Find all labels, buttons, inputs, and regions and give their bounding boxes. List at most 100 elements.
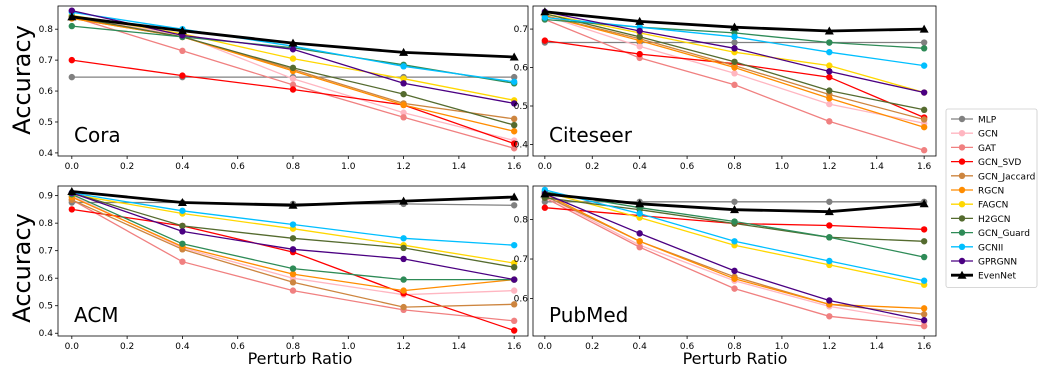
legend-marker	[958, 144, 966, 151]
x-tick-label: 1.4	[452, 342, 467, 352]
data-point	[400, 75, 407, 82]
data-point	[920, 89, 928, 96]
y-tick-label: 0.6	[39, 87, 54, 97]
data-point	[731, 218, 738, 225]
data-point	[826, 100, 833, 108]
data-point	[289, 55, 297, 62]
data-point	[289, 64, 297, 72]
legend-item: FAGCN	[951, 201, 1008, 211]
data-point	[920, 106, 928, 114]
x-tick-label: 0.2	[585, 162, 599, 172]
y-tick-label: 0.7	[39, 247, 53, 257]
data-point	[400, 109, 407, 116]
data-point	[730, 205, 739, 214]
data-point	[400, 80, 407, 87]
x-tick-label: 0.2	[120, 342, 134, 352]
x-tick-label: 1.4	[452, 162, 467, 172]
y-tick-label: 0.7	[514, 25, 528, 35]
panel-title: Citeseer	[549, 123, 633, 147]
x-tick-label: 0.8	[727, 162, 742, 172]
data-point	[826, 48, 833, 56]
data-point	[179, 240, 186, 247]
data-point	[920, 317, 928, 324]
data-point	[289, 279, 297, 286]
data-point	[289, 287, 297, 294]
panel-title: PubMed	[549, 303, 628, 327]
x-tick-label: 1.6	[507, 162, 522, 172]
data-point	[826, 62, 833, 69]
y-tick-label: 0.4	[514, 140, 529, 150]
data-point	[920, 305, 928, 312]
data-point	[179, 228, 186, 235]
x-tick-label: 0.8	[727, 342, 742, 352]
data-point	[636, 50, 643, 58]
data-point	[826, 198, 833, 205]
data-point	[636, 210, 643, 217]
chart-panel: 0.0 0.2 0.4 0.6 0.8 1.0 1.2 1.4 1.6 0.4 0.5 0.6 0.7 0…	[39, 5, 529, 172]
data-point	[289, 235, 297, 242]
data-point	[636, 33, 643, 40]
x-tick-label: 1.6	[917, 342, 932, 352]
data-point	[510, 241, 518, 249]
panel-title: ACM	[74, 303, 119, 327]
x-tick-label: 0.2	[585, 342, 599, 352]
data-point	[824, 26, 834, 35]
y-axis-label-bottom: Accuracy	[8, 213, 36, 323]
data-point	[510, 145, 518, 152]
series-evennet	[67, 187, 519, 209]
data-point	[920, 277, 928, 284]
chart-panel: 0.0 0.2 0.4 0.6 0.8 1.0 1.2 1.4 1.6 0.4 0.5 0.6 0.7 C…	[514, 5, 937, 172]
data-point	[177, 198, 187, 207]
data-point	[920, 116, 928, 123]
legend-label: GAT	[978, 144, 996, 154]
legend-marker	[958, 158, 966, 165]
x-tick-label: 1.4	[870, 162, 885, 172]
legend-marker	[958, 186, 966, 194]
x-tick-label: 0.4	[633, 162, 648, 172]
data-point	[920, 238, 928, 245]
x-tick-label: 0.6	[231, 342, 246, 352]
x-tick-label: 1.4	[870, 342, 885, 352]
data-point	[68, 73, 76, 81]
data-point	[510, 327, 518, 334]
data-point	[731, 285, 738, 292]
data-point	[510, 287, 518, 294]
data-point	[179, 72, 186, 79]
series-gcn-svd	[68, 56, 518, 147]
y-tick-label: 0.9	[39, 192, 54, 202]
data-point	[731, 45, 738, 52]
data-point	[731, 267, 738, 275]
x-tick-label: 1.2	[396, 342, 410, 352]
x-tick-label: 0.0	[65, 162, 80, 172]
data-point	[920, 39, 928, 46]
data-point	[399, 196, 409, 205]
data-point	[731, 39, 738, 46]
y-tick-label: 0.6	[514, 64, 529, 74]
x-tick-label: 0.4	[175, 162, 190, 172]
y-tick-label: 0.5	[39, 302, 53, 312]
data-point	[510, 128, 518, 135]
data-point	[731, 33, 738, 40]
data-point	[826, 313, 833, 320]
data-point	[730, 22, 739, 31]
x-tick-label: 0.4	[175, 342, 190, 352]
y-tick-label: 0.4	[39, 329, 54, 339]
chart-panel: 0.0 0.2 0.4 0.6 0.8 1.0 1.2 1.4 1.6 0.4 0.5 0.6 0.7 0…	[39, 185, 529, 352]
legend-label: GCN_Guard	[978, 229, 1030, 239]
data-point	[540, 7, 550, 16]
data-point	[731, 64, 738, 71]
data-point	[920, 147, 928, 154]
legend-label: GCNII	[978, 243, 1003, 253]
legend-item: GCN_SVD	[951, 158, 1021, 168]
data-point	[826, 95, 833, 102]
data-point	[289, 246, 297, 253]
legend-marker	[958, 229, 966, 236]
chart-panels: 0.0 0.2 0.4 0.6 0.8 1.0 1.2 1.4 1.60.40.50.60.70…	[39, 5, 937, 352]
x-tick-label: 0.0	[538, 342, 553, 352]
legend-label: RGCN	[978, 187, 1004, 197]
data-point	[826, 297, 833, 304]
legend-label: MLP	[978, 116, 997, 126]
data-point	[636, 27, 643, 35]
data-point	[289, 221, 297, 228]
legend-label: GCN_SVD	[978, 158, 1021, 168]
